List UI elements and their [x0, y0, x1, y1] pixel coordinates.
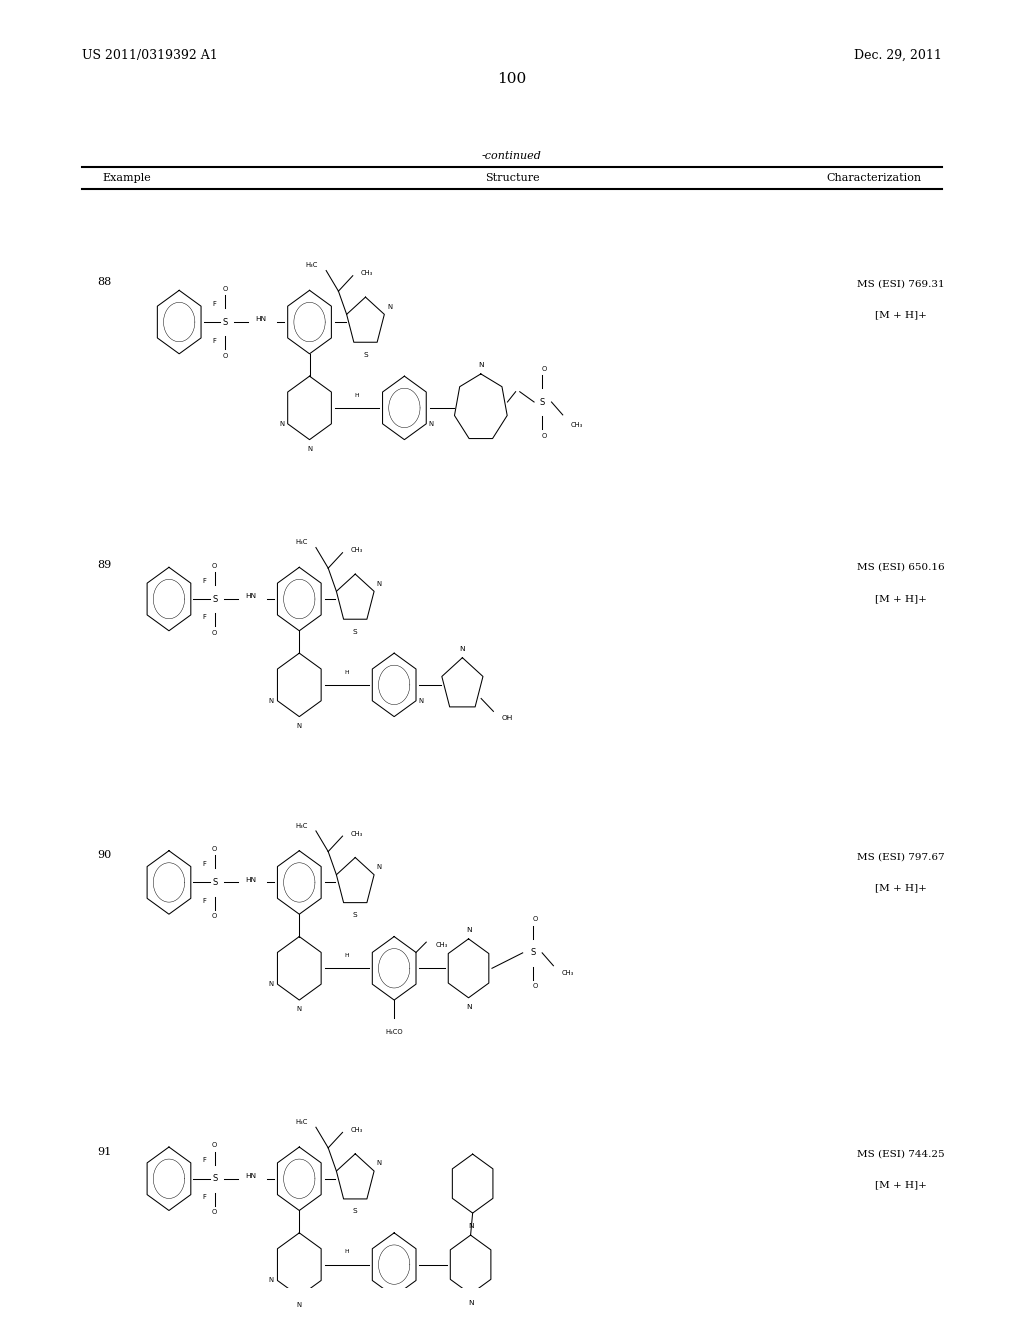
Text: CH₃: CH₃ [361, 271, 374, 276]
Text: S: S [364, 351, 368, 358]
Text: [M + H]+: [M + H]+ [876, 1180, 927, 1189]
Text: O: O [532, 983, 538, 990]
Text: CH₃: CH₃ [571, 422, 584, 428]
Text: N: N [460, 645, 465, 652]
Text: S: S [353, 912, 357, 919]
Text: N: N [268, 981, 273, 987]
Text: H₃C: H₃C [295, 540, 308, 545]
Text: [M + H]+: [M + H]+ [876, 884, 927, 892]
Text: F: F [202, 898, 206, 904]
Text: O: O [212, 1209, 217, 1216]
Text: S: S [353, 1208, 357, 1214]
Text: F: F [212, 338, 216, 343]
Text: 91: 91 [97, 1147, 112, 1156]
Text: CH₃: CH₃ [351, 830, 364, 837]
Text: [M + H]+: [M + H]+ [876, 310, 927, 319]
Text: 88: 88 [97, 277, 112, 286]
Text: O: O [222, 285, 227, 292]
Text: N: N [297, 722, 302, 729]
Text: N: N [466, 1003, 471, 1010]
Text: N: N [429, 421, 434, 426]
Text: Example: Example [102, 173, 152, 182]
Text: F: F [202, 1158, 206, 1163]
Text: O: O [212, 913, 217, 919]
Text: -continued: -continued [482, 150, 542, 161]
Text: CH₃: CH₃ [351, 546, 364, 553]
Text: Characterization: Characterization [826, 173, 922, 182]
Text: MS (ESI) 769.31: MS (ESI) 769.31 [857, 280, 945, 289]
Text: F: F [202, 578, 206, 583]
Text: HN: HN [246, 1173, 256, 1179]
Text: S: S [222, 318, 227, 326]
Text: O: O [222, 352, 227, 359]
Text: Structure: Structure [484, 173, 540, 182]
Text: CH₃: CH₃ [436, 942, 449, 948]
Text: N: N [297, 1006, 302, 1012]
Text: N: N [279, 421, 284, 426]
Text: S: S [212, 878, 217, 887]
Text: N: N [478, 362, 483, 368]
Text: H: H [344, 1249, 349, 1254]
Text: HN: HN [246, 876, 256, 883]
Text: H₃CO: H₃CO [385, 1030, 403, 1035]
Text: O: O [212, 1142, 217, 1148]
Text: N: N [377, 581, 382, 586]
Text: HN: HN [256, 317, 266, 322]
Text: US 2011/0319392 A1: US 2011/0319392 A1 [82, 49, 218, 62]
Text: [M + H]+: [M + H]+ [876, 594, 927, 603]
Text: F: F [202, 1195, 206, 1200]
Text: H₃C: H₃C [295, 1119, 308, 1125]
Text: N: N [468, 1300, 473, 1305]
Text: O: O [212, 630, 217, 635]
Text: H₃C: H₃C [305, 263, 318, 268]
Text: S: S [530, 948, 536, 957]
Text: S: S [540, 397, 545, 407]
Text: MS (ESI) 797.67: MS (ESI) 797.67 [857, 853, 945, 862]
Text: OH: OH [502, 715, 513, 721]
Text: 90: 90 [97, 850, 112, 861]
Text: MS (ESI) 744.25: MS (ESI) 744.25 [857, 1150, 945, 1158]
Text: CH₃: CH₃ [351, 1127, 364, 1133]
Text: O: O [212, 562, 217, 569]
Text: S: S [212, 1175, 217, 1183]
Text: N: N [268, 698, 273, 704]
Text: HN: HN [246, 594, 256, 599]
Text: H: H [344, 953, 349, 958]
Text: N: N [468, 1224, 473, 1229]
Text: N: N [377, 1160, 382, 1167]
Text: 89: 89 [97, 561, 112, 570]
Text: O: O [532, 916, 538, 923]
Text: O: O [212, 846, 217, 851]
Text: N: N [466, 927, 471, 933]
Text: N: N [307, 446, 312, 451]
Text: MS (ESI) 650.16: MS (ESI) 650.16 [857, 562, 945, 572]
Text: N: N [268, 1278, 273, 1283]
Text: N: N [387, 304, 392, 310]
Text: F: F [202, 615, 206, 620]
Text: N: N [377, 865, 382, 870]
Text: O: O [542, 366, 547, 371]
Text: O: O [542, 433, 547, 438]
Text: N: N [297, 1303, 302, 1308]
Text: 100: 100 [498, 73, 526, 86]
Text: F: F [202, 861, 206, 867]
Text: H₃C: H₃C [295, 822, 308, 829]
Text: H: H [344, 669, 349, 675]
Text: N: N [419, 698, 424, 704]
Text: H: H [354, 392, 359, 397]
Text: S: S [353, 628, 357, 635]
Text: Dec. 29, 2011: Dec. 29, 2011 [854, 49, 942, 62]
Text: CH₃: CH₃ [561, 970, 574, 977]
Text: F: F [212, 301, 216, 306]
Text: S: S [212, 594, 217, 603]
